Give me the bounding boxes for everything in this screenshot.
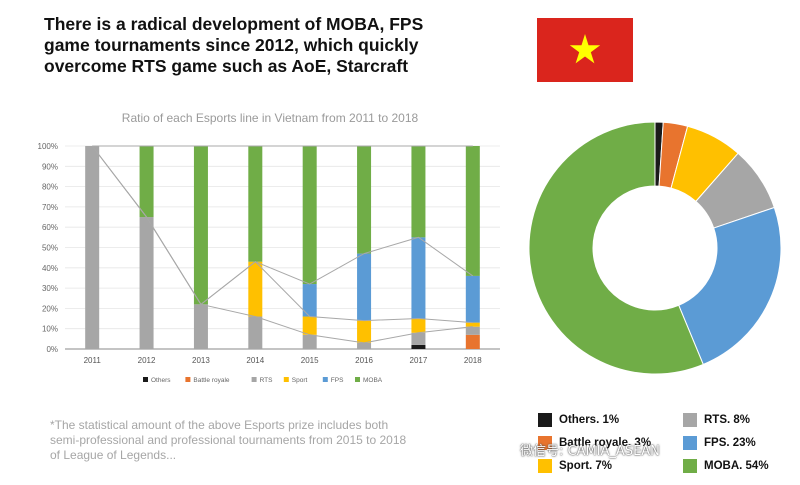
legend-swatch-fps [322, 377, 328, 382]
series-connector-fps [91, 145, 474, 306]
x-tick-label: 2014 [246, 356, 264, 365]
headline-line-2: game tournaments since 2012, which quick… [44, 35, 419, 55]
donut-slice-fps [678, 206, 782, 366]
donut-legend-label-fps: FPS. 23% [704, 437, 756, 449]
bar-fps-2018 [465, 275, 480, 323]
x-tick-label: 2015 [301, 356, 319, 365]
donut-legend-swatch-moba [683, 459, 697, 473]
x-tick-label: 2017 [410, 356, 428, 365]
footnote-line-1: *The statistical amount of the above Esp… [50, 418, 389, 432]
bar-sport-2014 [248, 261, 263, 317]
footnote-line-3: of League of Legends... [50, 448, 177, 462]
donut-legend-swatch-rts [683, 413, 697, 427]
bar-rts-2016 [357, 342, 372, 349]
bar-rts-2011 [85, 146, 100, 349]
legend-swatch-others [143, 377, 148, 382]
headline-line-3: overcome RTS game such as AoE, Starcraft [44, 56, 409, 76]
donut-slice-moba [528, 121, 704, 375]
watermark: 微信号: CAMIA_ASEAN [520, 444, 660, 459]
donut-chart [528, 121, 782, 375]
bar-moba-2012 [139, 146, 154, 218]
headline: There is a radical development of MOBA, … [44, 14, 504, 77]
bar-others-2017 [411, 344, 426, 349]
y-tick-label: 90% [42, 162, 58, 171]
legend-label-fps: FPS [331, 377, 344, 384]
donut-legend-swatch-fps [683, 436, 697, 450]
stacked-bar-chart: 0% 10% 20% 30% 40% 50% 60% 70% 80% 90% 100% 2011 201… [38, 142, 500, 384]
legend-label-moba: MOBA [363, 377, 383, 384]
y-tick-label: 30% [42, 284, 58, 293]
footnote: *The statistical amount of the above Esp… [50, 418, 470, 463]
flag-star-icon [569, 34, 601, 64]
donut-hole [605, 198, 705, 298]
bar-fps-2015 [302, 284, 317, 317]
donut-legend-swatch-others [538, 413, 552, 427]
headline-line-1: There is a radical development of MOBA, … [44, 14, 424, 34]
legend-swatch-moba [355, 377, 360, 382]
legend-label-sport: Sport [292, 377, 308, 384]
bar-moba-2017 [411, 146, 426, 238]
y-tick-label: 50% [42, 244, 58, 253]
x-tick-label: 2012 [138, 356, 156, 365]
donut-legend-label-moba: MOBA. 54% [704, 460, 769, 472]
bar-rts-2018 [465, 326, 480, 335]
y-tick-label: 10% [42, 325, 58, 334]
donut-legend-label-others: Others. 1% [559, 414, 620, 426]
donut-legend-label-sport: Sport. 7% [559, 460, 613, 472]
x-tick-label: 2016 [355, 356, 373, 365]
y-tick-label: 40% [42, 264, 58, 273]
legend-swatch-battle-royale [185, 377, 191, 382]
footnote-line-2: semi-professional and professional tourn… [50, 433, 407, 447]
bar-rts-2014 [248, 316, 263, 349]
bar-sport-2016 [357, 320, 372, 343]
bar-rts-2017 [411, 332, 426, 345]
bar-sport-2015 [302, 316, 317, 335]
donut-legend-swatch-battle-royale [538, 436, 552, 450]
y-tick-label: 80% [42, 183, 58, 192]
y-tick-label: 0% [46, 345, 58, 354]
x-tick-label: 2011 [84, 356, 102, 365]
donut-legend-swatch-sport [538, 459, 552, 473]
bar-rts-2013 [193, 304, 208, 349]
bar-moba-2013 [193, 146, 208, 305]
legend-label-rts: RTS [260, 377, 274, 384]
x-tick-label: 2018 [464, 356, 482, 365]
bar-moba-2015 [302, 146, 317, 285]
bar-sport-2018 [465, 322, 480, 327]
donut-legend-label-rts: RTS. 8% [704, 414, 751, 426]
x-tick-label: 2013 [192, 356, 210, 365]
y-tick-label: 20% [42, 304, 58, 313]
donut-legend-label-battle-royale: Battle royale. 3% [559, 437, 652, 449]
bar-rts-2012 [139, 217, 154, 349]
bar-fps-2017 [411, 237, 426, 319]
bar-fps-2016 [357, 253, 372, 321]
legend-swatch-rts [251, 377, 257, 382]
vietnam-flag [537, 18, 633, 82]
bar-moba-2016 [357, 146, 372, 254]
bar-moba-2014 [248, 146, 263, 262]
bar-rts-2015 [302, 334, 317, 349]
chart-title: Ratio of each Esports line in Vietnam fr… [121, 111, 419, 125]
bar-moba-2018 [465, 146, 480, 276]
y-tick-label: 100% [38, 142, 58, 151]
y-tick-label: 70% [42, 203, 58, 212]
legend-swatch-sport [283, 377, 289, 382]
legend-label-battle-royale: Battle royale [193, 377, 230, 384]
bar-sport-2017 [411, 318, 426, 333]
y-tick-label: 60% [42, 223, 58, 232]
legend-label-others: Others [151, 377, 171, 384]
bar-battle-royale-2018 [465, 334, 480, 349]
